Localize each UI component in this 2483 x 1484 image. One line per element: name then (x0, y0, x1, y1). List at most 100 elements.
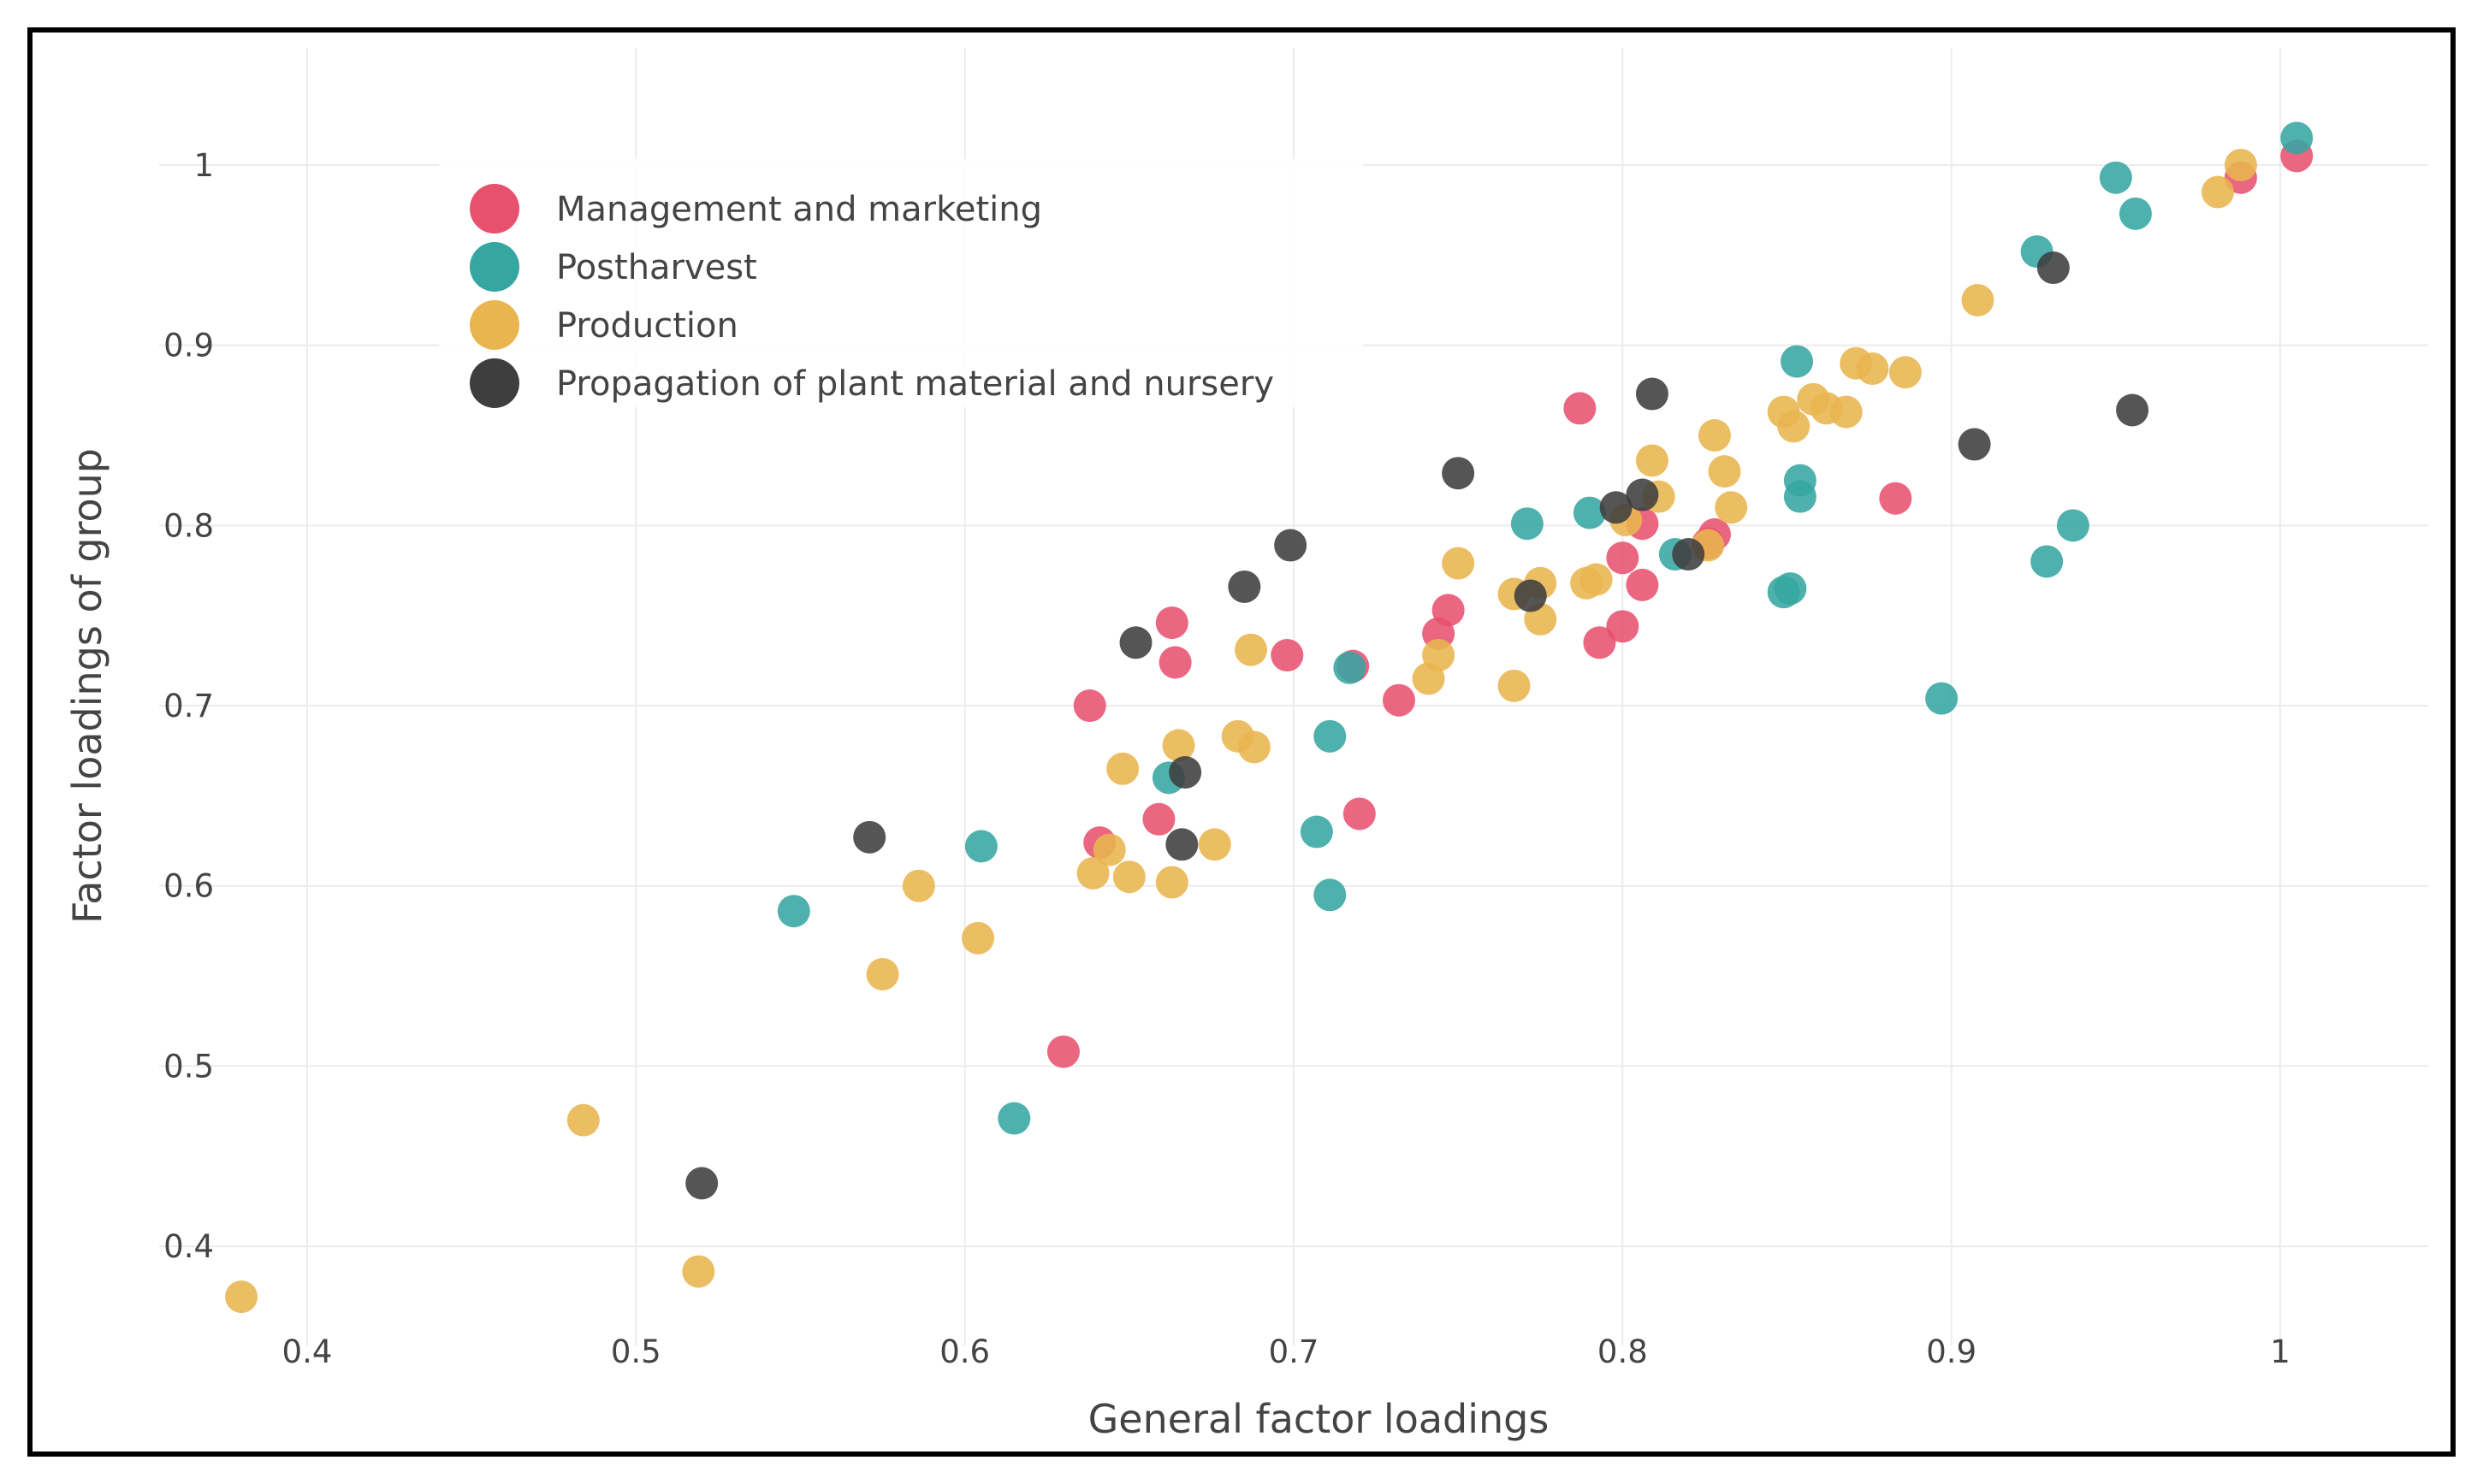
data-point (1112, 860, 1146, 894)
y-tick-label: 0.8 (163, 507, 214, 544)
data-point (2119, 197, 2152, 230)
data-point (1119, 626, 1153, 659)
data-point (225, 1280, 258, 1314)
y-tick-label: 0.9 (163, 328, 214, 364)
data-point (1106, 752, 1140, 785)
data-point (1672, 538, 1705, 571)
data-point (1198, 828, 1231, 861)
data-point (2030, 545, 2064, 578)
data-point (1165, 828, 1199, 861)
data-point (1510, 507, 1544, 541)
data-point (1442, 547, 1475, 580)
data-point (1497, 669, 1531, 702)
data-point (902, 869, 935, 902)
data-point (1333, 651, 1366, 684)
x-axis-ticks: 0.4 0.5 0.6 0.7 0.8 0.9 1 (282, 1333, 2290, 1370)
data-point (1888, 356, 1922, 389)
data-point (1879, 482, 1912, 515)
data-point (1382, 683, 1415, 717)
data-point (1300, 815, 1333, 848)
data-point (1514, 579, 1547, 612)
data-point (1342, 797, 1376, 831)
legend-item[interactable]: Propagation of plant material and nurser… (470, 358, 1274, 408)
data-point (1563, 392, 1597, 425)
data-point (2099, 161, 2132, 194)
y-axis-ticks: 0.4 0.5 0.6 0.7 0.8 0.9 1 (163, 147, 214, 1265)
x-tick-label: 0.5 (611, 1333, 661, 1370)
data-point (2056, 509, 2089, 542)
data-points (225, 121, 2314, 1314)
x-tick-label: 0.8 (1597, 1333, 1648, 1370)
x-tick-label: 1 (2270, 1333, 2290, 1370)
data-point (1715, 491, 1748, 524)
data-point (2116, 393, 2149, 427)
y-tick-label: 0.7 (163, 688, 214, 724)
data-point (685, 1167, 719, 1200)
data-point (1767, 576, 1800, 609)
y-axis-title: Factor loadings of group (64, 448, 110, 924)
x-tick-label: 0.7 (1269, 1333, 1319, 1370)
data-point (866, 957, 899, 990)
y-tick-label: 0.4 (163, 1228, 214, 1265)
y-tick-label: 0.6 (163, 868, 214, 905)
data-point (1162, 729, 1195, 762)
legend: Management and marketing Postharvest Produ… (439, 159, 1363, 408)
data-point (1076, 856, 1110, 890)
data-point (1606, 610, 1639, 643)
data-point (1169, 755, 1202, 789)
data-point (1228, 570, 1261, 603)
data-point (1093, 833, 1126, 866)
data-point (1626, 568, 1659, 601)
data-point (1235, 633, 1268, 666)
x-tick-label: 0.6 (939, 1333, 990, 1370)
series-3 (685, 251, 2149, 1200)
data-point (1635, 377, 1668, 411)
legend-marker (470, 184, 519, 234)
data-point (1781, 345, 1814, 378)
data-point (1635, 444, 1668, 477)
data-point (962, 921, 995, 955)
legend-marker (470, 300, 519, 350)
data-point (1958, 428, 1991, 461)
data-point (1626, 478, 1659, 511)
data-point (1777, 410, 1810, 443)
data-point (853, 820, 886, 854)
data-point (1961, 283, 1994, 316)
legend-marker (470, 358, 519, 408)
data-point (1155, 606, 1188, 640)
data-point (1412, 662, 1445, 695)
data-point (1829, 395, 1863, 429)
legend-item[interactable]: Production (470, 300, 738, 350)
data-point (1606, 541, 1639, 575)
legend-item[interactable]: Management and marketing (470, 184, 1042, 234)
data-point (1708, 455, 1741, 488)
data-point (998, 1102, 1031, 1135)
data-point (1599, 491, 1633, 524)
data-point (1570, 566, 1603, 600)
data-point (1856, 352, 1889, 386)
x-tick-label: 0.9 (1926, 1333, 1976, 1370)
data-point (1142, 802, 1176, 836)
data-point (1046, 1035, 1080, 1068)
y-tick-label: 0.5 (163, 1048, 214, 1085)
data-point (1159, 646, 1192, 679)
data-point (1573, 496, 1606, 529)
data-point (1698, 418, 1731, 452)
legend-background (439, 159, 1363, 407)
data-point (2280, 121, 2314, 155)
data-point (1155, 866, 1188, 899)
data-point (1237, 730, 1271, 764)
scatter-chart: 0.4 0.5 0.6 0.7 0.8 0.9 1 0.40.50.60.70.80.91 … (64, 48, 2428, 1442)
data-point (1073, 689, 1106, 723)
data-point (2202, 175, 2235, 209)
x-tick-label: 0.4 (282, 1333, 333, 1370)
chart-frame: 0.4 0.5 0.6 0.7 0.8 0.9 1 0.4 0.5 0.6 0.7 0.8 0.9 1 … (27, 27, 2456, 1457)
data-point (777, 895, 810, 928)
y-tick-label: 1 (193, 147, 214, 184)
data-point (964, 830, 998, 863)
legend-item[interactable]: Postharvest (470, 242, 757, 292)
data-point (1313, 719, 1347, 753)
legend-label: Propagation of plant material and nurser… (556, 364, 1274, 404)
legend-marker (470, 242, 519, 292)
x-axis-title: General factor loadings (1088, 1396, 1550, 1442)
